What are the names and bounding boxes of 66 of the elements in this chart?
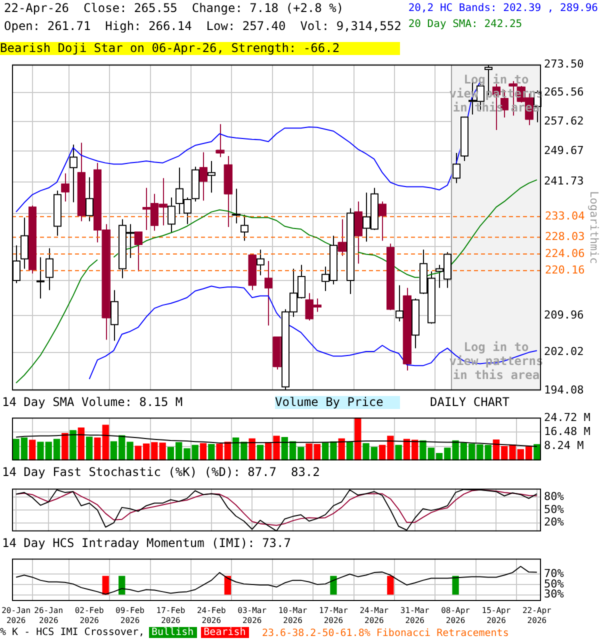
x-tick-label: 03-Mar 2026 <box>238 606 267 626</box>
bar <box>29 440 36 460</box>
y-tick-label: 50% <box>544 577 564 590</box>
x-tick-label: 15-Apr 2026 <box>482 606 511 626</box>
text: Bearish Doji Star on 06-Apr-26, Strength: -66.2 <box>0 41 400 55</box>
bar <box>534 444 540 460</box>
text: Volume By Price <box>275 395 400 409</box>
bar <box>200 443 207 460</box>
y-tick-label: 24.72 M <box>544 410 591 424</box>
y-tick-label: 30% <box>544 588 564 601</box>
y-tick-label: 80% <box>544 490 564 504</box>
y-tick-label: 50% <box>544 502 564 516</box>
bar <box>395 444 402 460</box>
candlestick <box>199 152 208 202</box>
candlestick <box>20 217 28 270</box>
bar <box>354 418 362 460</box>
y-tick-label: 273.50 <box>544 57 584 70</box>
bar <box>346 442 354 460</box>
x-tick-label: 31-Mar 2026 <box>400 606 430 626</box>
x-tick-label: 22-Apr 2026 <box>522 606 552 626</box>
bar <box>208 444 215 460</box>
chart-title: 14 Day HCS Intraday Momentum (IMI): 73.7 <box>2 536 291 550</box>
x-tick-label: 09-Feb 2026 <box>116 606 145 626</box>
text: 23.6-38.2-50-61.8% Fibonacci Retracements <box>262 627 509 640</box>
bar <box>70 430 76 460</box>
y-tick-label: 70% <box>544 566 564 580</box>
ref-line-label: 220.16 <box>545 264 585 277</box>
y-tick-label: 194.08 <box>544 383 584 396</box>
candlestick <box>264 260 272 326</box>
text: DAILY CHART <box>430 395 510 409</box>
candlestick <box>208 160 216 194</box>
bar <box>62 433 68 460</box>
bar <box>78 428 85 460</box>
x-tick-label: 17-Mar 2026 <box>319 606 348 626</box>
x-tick-label: 10-Mar 2026 <box>278 606 308 626</box>
y-axis-title: Logarithmic <box>588 191 600 264</box>
x-tick-label: 08-Apr 2026 <box>441 606 470 626</box>
bar <box>86 436 93 460</box>
y-tick-label: 249.67 <box>544 144 584 158</box>
x-tick-label: 20-Jan 2026 <box>2 606 31 626</box>
chart-title: 14 Day Fast Stochastic (%K) (%D): 87.7 83.2 <box>2 465 320 479</box>
y-tick-label: 241.73 <box>544 174 584 188</box>
text: 20 Day SMA: 242.25 <box>408 17 524 32</box>
text: 20,2 HC Bands: 202.39 , 289.96 <box>408 1 598 16</box>
y-tick-label: 202.02 <box>544 345 584 358</box>
y-tick-label: 20% <box>544 516 564 529</box>
ref-line-label: 224.06 <box>545 246 585 260</box>
y-tick-label: 265.56 <box>544 85 584 98</box>
legend-title: % K - HCS IMI Crossover, <box>0 627 144 638</box>
chart-subtitle: Open: 261.71 High: 266.14 Low: 257.40 Vol: 9,314,552 <box>4 19 402 33</box>
y-tick-label: 209.96 <box>544 308 584 322</box>
text: Bearish <box>200 627 249 638</box>
y-tick-label: 8.24 M <box>544 439 584 452</box>
x-tick-label: 02-Feb 2026 <box>74 606 104 626</box>
text: Bullish <box>148 627 197 638</box>
ref-line-label: 233.04 <box>545 210 586 223</box>
y-tick-label: 257.62 <box>544 114 584 128</box>
y-tick-label: 16.48 M <box>544 425 591 438</box>
x-tick-label: 24-Mar 2026 <box>360 606 389 626</box>
bar <box>256 444 264 460</box>
chart-title: 22-Apr-26 Close: 265.55 Change: 7.18 (+2.8 %) <box>4 1 344 15</box>
x-tick-label: 26-Jan 2026 <box>34 606 64 626</box>
chart-title: 14 Day SMA Volume: 8.15 M <box>2 395 183 409</box>
x-tick-label: 24-Feb 2026 <box>196 606 226 626</box>
x-tick-label: 17-Feb 2026 <box>156 606 186 626</box>
ref-line-label: 228.03 <box>545 230 585 244</box>
